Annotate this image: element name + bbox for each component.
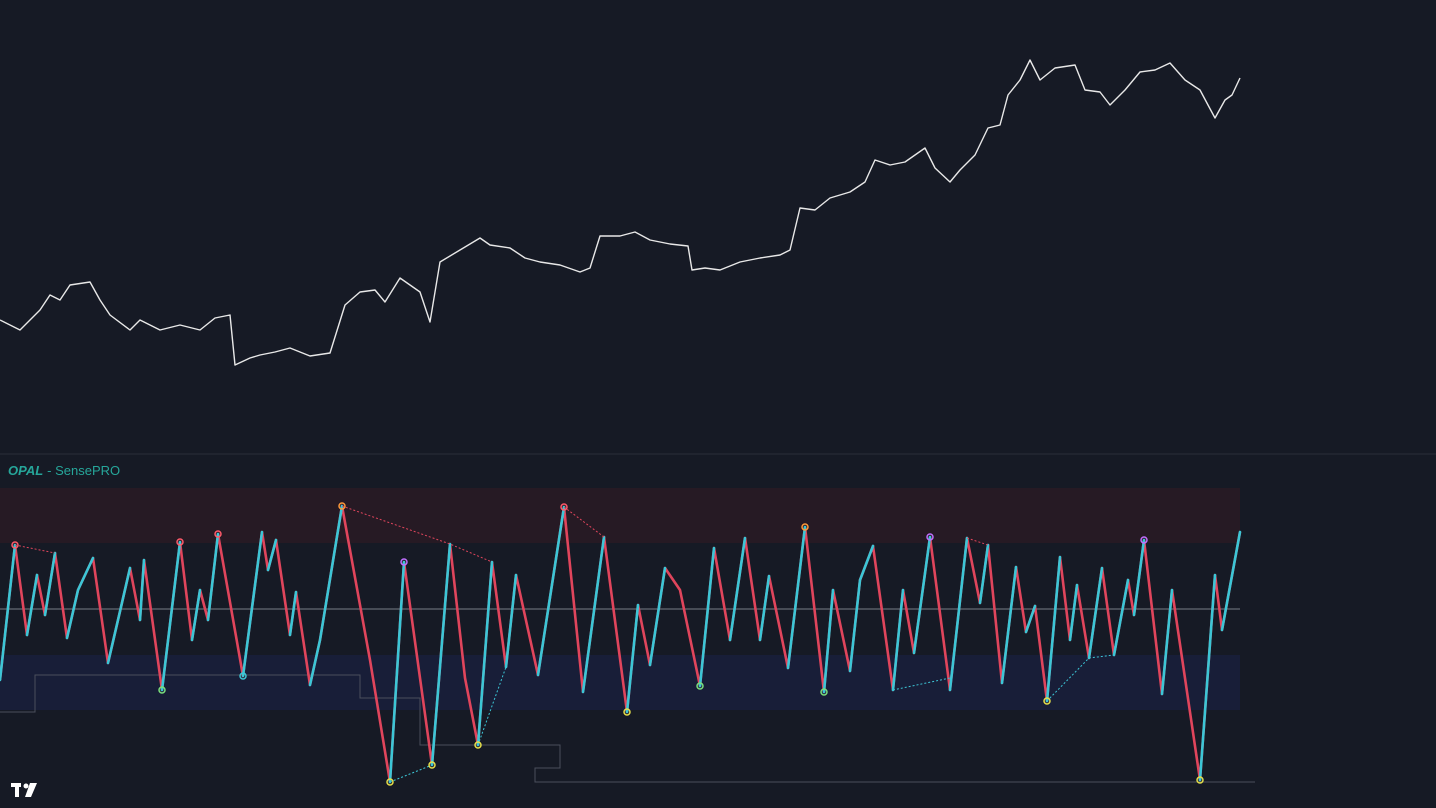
step-line xyxy=(0,674,1255,783)
pivot xyxy=(176,538,184,546)
pivot xyxy=(1043,697,1051,705)
pivot xyxy=(400,558,408,566)
pivot xyxy=(560,503,568,511)
pivot xyxy=(820,688,828,696)
pivot xyxy=(239,672,247,680)
pivot xyxy=(623,708,631,716)
overbought-zone xyxy=(0,488,1240,543)
indicator-brand: OPAL xyxy=(8,463,43,478)
divergence-lines-bull xyxy=(389,654,1115,783)
pivot xyxy=(11,541,19,549)
pivot-markers xyxy=(11,502,1204,786)
pivot xyxy=(386,778,394,786)
pivot xyxy=(474,741,482,749)
pivot xyxy=(338,502,346,510)
pivot xyxy=(926,533,934,541)
pivot xyxy=(1196,776,1204,784)
pivot xyxy=(214,530,222,538)
indicator-product: - SensePRO xyxy=(47,463,120,478)
pivot xyxy=(428,761,436,769)
logo xyxy=(11,783,37,797)
pivot xyxy=(1140,536,1148,544)
pivot xyxy=(801,523,809,531)
indicator-title: OPAL - SensePRO xyxy=(8,463,120,478)
oscillator-rising xyxy=(0,504,1242,784)
price-line xyxy=(0,59,1241,366)
pivot xyxy=(158,686,166,694)
divergence-lines xyxy=(14,505,989,563)
pivot xyxy=(696,682,704,690)
